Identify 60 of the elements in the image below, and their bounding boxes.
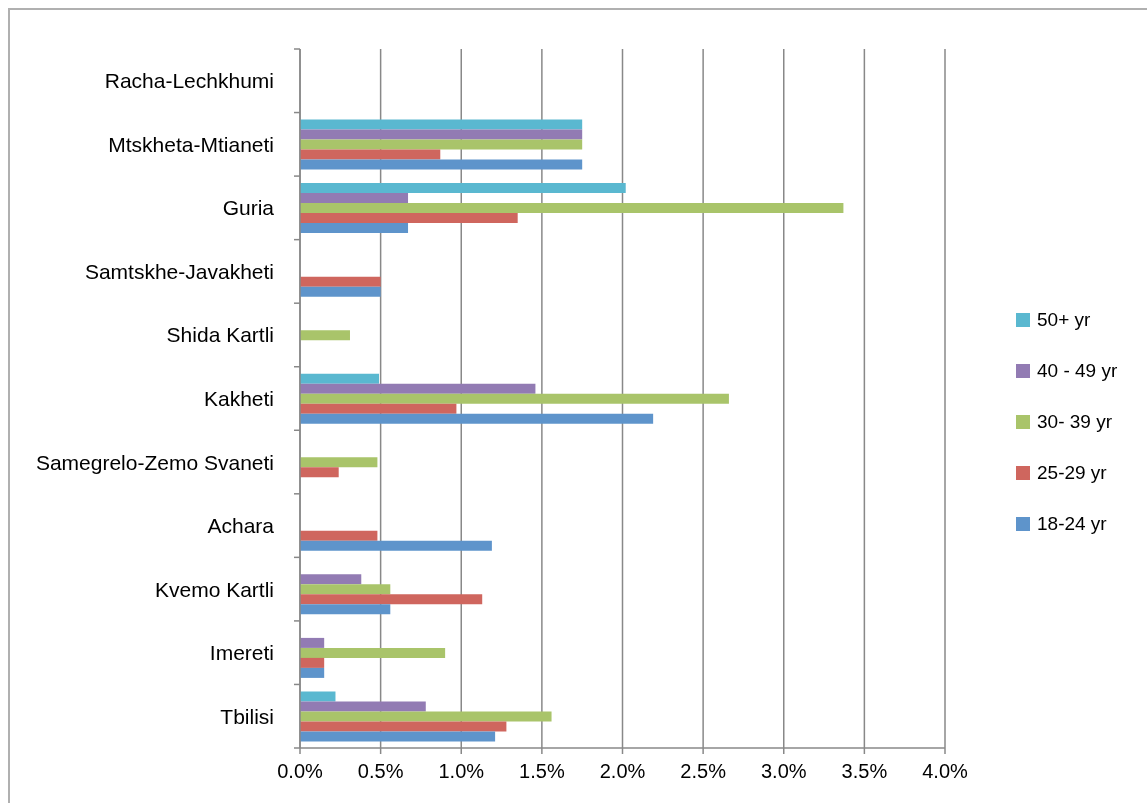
bar — [300, 584, 391, 595]
bar — [300, 393, 729, 404]
bar — [300, 119, 583, 130]
bar — [300, 667, 325, 678]
y-tick-label: Imereti — [209, 641, 274, 665]
bar — [300, 594, 483, 605]
x-tick-label: 1.0% — [438, 760, 485, 783]
x-tick-label: 4.0% — [922, 760, 969, 783]
y-tick-label: Mtskheta-Mtianeti — [108, 132, 274, 156]
y-tick-label: Samtskhe-Javakheti — [84, 259, 274, 283]
bar — [300, 731, 496, 742]
legend-label: 40 - 49 yr — [1037, 359, 1118, 382]
bar — [300, 193, 409, 204]
y-tick-label: Tbilisi — [220, 704, 274, 728]
bar — [300, 467, 339, 478]
bar — [300, 203, 844, 214]
bar — [300, 213, 518, 224]
bar — [300, 701, 426, 712]
legend-label: 25-29 yr — [1037, 461, 1107, 484]
x-tick-label: 2.0% — [599, 760, 646, 783]
legend-label: 30- 39 yr — [1037, 410, 1112, 433]
x-tick-label: 1.5% — [519, 760, 565, 783]
bar — [300, 604, 391, 615]
y-tick-label: Kakheti — [203, 387, 274, 410]
bar — [300, 530, 378, 541]
x-tick-label: 3.5% — [841, 760, 888, 783]
bar — [300, 457, 378, 468]
bar — [300, 286, 381, 297]
y-tick-label: Guria — [222, 196, 275, 220]
bar — [300, 540, 492, 551]
bar — [300, 657, 325, 668]
bar — [300, 276, 381, 287]
x-tick-label: 2.5% — [680, 760, 727, 783]
bar — [300, 183, 626, 194]
bar — [300, 574, 362, 585]
legend-label: 18-24 yr — [1037, 512, 1107, 535]
bar — [300, 159, 583, 170]
x-tick-label: 0.5% — [357, 760, 404, 783]
y-tick-label: Shida Kartli — [166, 323, 274, 347]
y-tick-label: Racha-Lechkhumi — [104, 69, 274, 93]
bar — [300, 373, 380, 384]
bar — [300, 413, 654, 424]
y-tick-label: Samegrelo-Zemo Svaneti — [35, 450, 274, 474]
bar — [300, 721, 507, 732]
x-tick-label: 3.0% — [760, 760, 807, 783]
legend-label: 50+ yr — [1037, 308, 1091, 331]
x-tick-label: 0.0% — [277, 760, 324, 783]
y-tick-label: Kvemo Kartli — [154, 577, 274, 601]
y-tick-label: Achara — [207, 514, 275, 538]
bar — [300, 223, 409, 234]
bar — [300, 149, 441, 160]
bar — [300, 647, 446, 658]
bar — [300, 637, 325, 648]
bar — [300, 129, 583, 140]
bar — [300, 330, 350, 341]
bar — [300, 383, 536, 394]
bar — [300, 691, 336, 702]
bar — [300, 139, 583, 150]
bar — [300, 711, 552, 722]
bar — [300, 403, 457, 414]
